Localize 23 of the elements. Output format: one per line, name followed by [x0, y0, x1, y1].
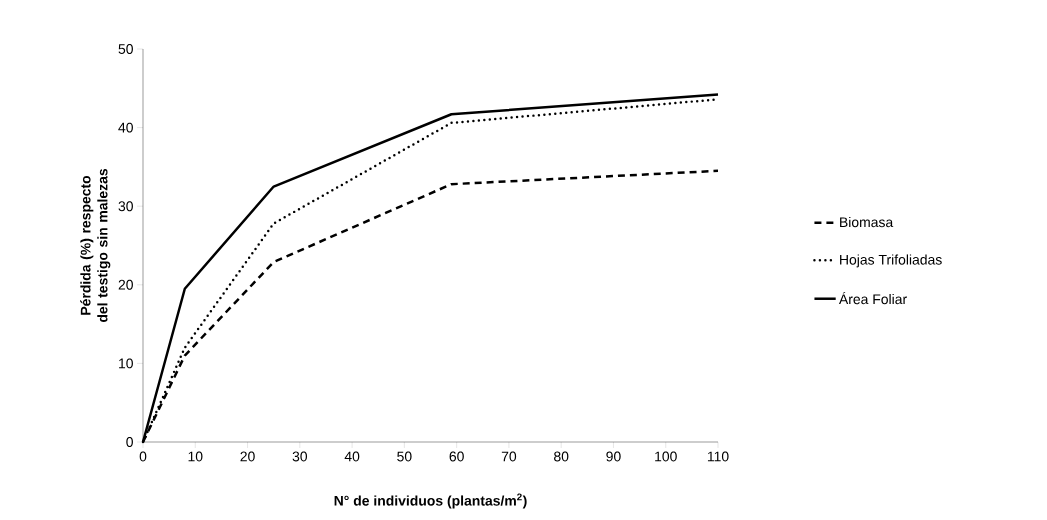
y-tick-label: 30 [118, 201, 133, 212]
y-axis-title: Pérdida (%) respecto del testigo sin malezas [80, 168, 111, 323]
x-tick-label: 50 [397, 451, 412, 462]
x-axis-title: N° de individuos (plantas/m$^{2}$) [334, 493, 527, 509]
y-tick-label: 40 [118, 122, 133, 133]
x-tick-label: 20 [240, 451, 255, 462]
x-tick-label: 40 [344, 451, 360, 462]
x-tick-label: 10 [188, 451, 203, 462]
y-tick-label: 50 [118, 44, 133, 54]
x-tick-label: 90 [606, 451, 621, 462]
legend-label: Biomasa [840, 216, 894, 228]
x-tick-label: 0 [139, 451, 147, 462]
x-tick-label: 100 [655, 451, 677, 462]
x-tick-label: 70 [501, 451, 517, 462]
legend-label: Hojas Trifoliadas [840, 254, 942, 268]
x-tick-label: 60 [449, 451, 464, 462]
y-tick-label: 20 [118, 279, 133, 290]
x-tick-label: 110 [707, 451, 729, 462]
x-tick-label: 30 [292, 451, 308, 462]
x-tick-label: 80 [554, 451, 569, 462]
legend-label: Área Foliar [838, 291, 907, 305]
y-tick-label: 10 [119, 358, 133, 369]
y-tick-label: 0 [126, 437, 133, 447]
